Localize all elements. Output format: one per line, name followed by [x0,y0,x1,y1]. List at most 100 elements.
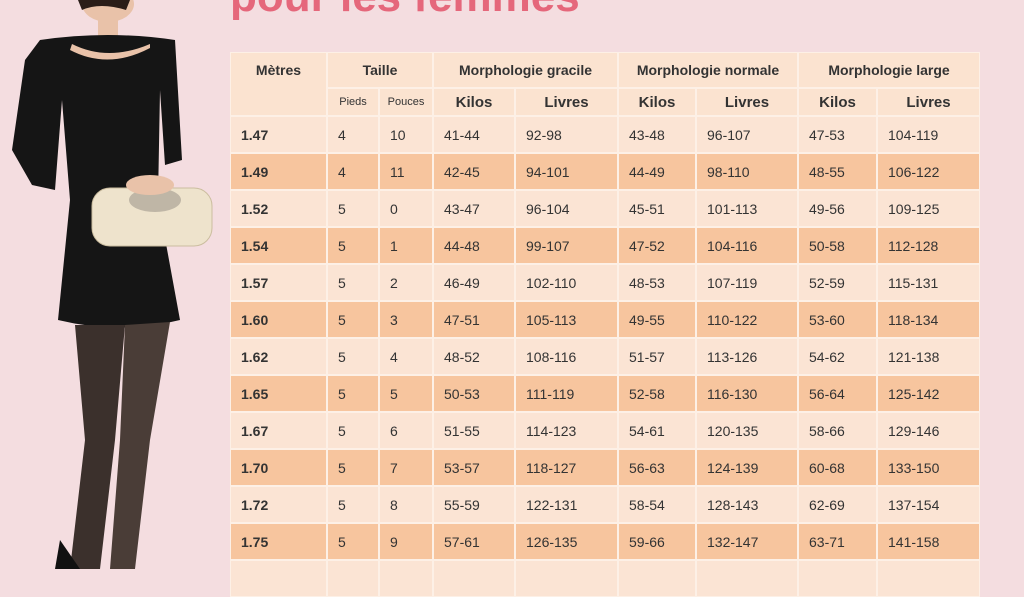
table-cell: 1.72 [230,486,327,523]
table-cell: 5 [327,190,379,227]
title: pour les femmes [230,0,580,22]
table-cell: 55-59 [433,486,515,523]
table-cell: 53-57 [433,449,515,486]
column-header: Morphologie large [798,52,980,88]
table-cell: 56-64 [798,375,877,412]
table-cell: 133-150 [877,449,980,486]
sub-header: Pieds [327,88,379,116]
sub-header: Livres [515,88,618,116]
table-cell: 5 [327,523,379,560]
table-cell: 44-49 [618,153,696,190]
table-cell: 96-107 [696,116,798,153]
table-cell: 48-53 [618,264,696,301]
table-cell: 49-55 [618,301,696,338]
table-cell: 8 [379,486,433,523]
table-cell: 45-51 [618,190,696,227]
table-cell: 110-122 [696,301,798,338]
table-cell: 43-48 [618,116,696,153]
table-cell: 1.49 [230,153,327,190]
table-cell: 137-154 [877,486,980,523]
table-cell: 10 [379,116,433,153]
table-cell: 121-138 [877,338,980,375]
column-header: Taille [327,52,433,88]
sub-header: Kilos [618,88,696,116]
table-cell [327,560,379,597]
table-cell: 1.75 [230,523,327,560]
table-cell: 46-49 [433,264,515,301]
table-cell: 49-56 [798,190,877,227]
table-cell [379,560,433,597]
table-cell: 58-66 [798,412,877,449]
table-cell: 114-123 [515,412,618,449]
table-cell: 111-119 [515,375,618,412]
table-cell: 53-60 [798,301,877,338]
sub-header: Pouces [379,88,433,116]
table-cell: 1.60 [230,301,327,338]
weight-table: Mètres Taille Morphologie gracile Morpholog… [230,52,980,597]
table-cell: 1.52 [230,190,327,227]
table-cell: 101-113 [696,190,798,227]
table-cell: 94-101 [515,153,618,190]
table-cell: 129-146 [877,412,980,449]
table-cell: 0 [379,190,433,227]
table-cell: 11 [379,153,433,190]
table-cell: 41-44 [433,116,515,153]
table-cell: 1.70 [230,449,327,486]
table-cell: 5 [327,338,379,375]
table-cell: 1.65 [230,375,327,412]
table-cell: 5 [327,301,379,338]
table-cell: 60-68 [798,449,877,486]
table-cell [798,560,877,597]
table-cell: 126-135 [515,523,618,560]
table-cell: 4 [327,116,379,153]
table-cell: 5 [327,449,379,486]
table-cell: 54-62 [798,338,877,375]
table-cell: 112-128 [877,227,980,264]
table-cell: 107-119 [696,264,798,301]
table-cell: 118-127 [515,449,618,486]
table-cell: 98-110 [696,153,798,190]
table-cell: 9 [379,523,433,560]
table-cell: 5 [379,375,433,412]
table-cell: 118-134 [877,301,980,338]
table-cell: 47-53 [798,116,877,153]
table-cell: 132-147 [696,523,798,560]
table-cell: 1.54 [230,227,327,264]
table-cell: 48-55 [798,153,877,190]
table-cell: 51-55 [433,412,515,449]
table-cell: 109-125 [877,190,980,227]
table-cell: 102-110 [515,264,618,301]
table-cell: 47-51 [433,301,515,338]
table-cell: 116-130 [696,375,798,412]
table-cell: 92-98 [515,116,618,153]
table-cell: 120-135 [696,412,798,449]
table-cell: 58-54 [618,486,696,523]
table-cell: 96-104 [515,190,618,227]
table-cell: 115-131 [877,264,980,301]
table-cell: 105-113 [515,301,618,338]
table-cell: 1.62 [230,338,327,375]
table-cell: 5 [327,486,379,523]
table-cell: 1.57 [230,264,327,301]
sub-header: Kilos [433,88,515,116]
table-cell: 5 [327,227,379,264]
table-cell: 141-158 [877,523,980,560]
table-cell: 113-126 [696,338,798,375]
table-cell: 56-63 [618,449,696,486]
column-header: Mètres [230,52,327,116]
table-cell: 50-53 [433,375,515,412]
table-cell: 1 [379,227,433,264]
page: pour les femmes MètresTailleMorphologie … [12,0,980,597]
table-cell: 44-48 [433,227,515,264]
sub-header: Livres [696,88,798,116]
table-cell: 128-143 [696,486,798,523]
table-cell: 124-139 [696,449,798,486]
table-cell: 47-52 [618,227,696,264]
table-cell [877,560,980,597]
sub-header: Kilos [798,88,877,116]
table-cell: 59-66 [618,523,696,560]
table-cell: 104-116 [696,227,798,264]
table-cell: 3 [379,301,433,338]
table-cell: 7 [379,449,433,486]
table-cell: 63-71 [798,523,877,560]
